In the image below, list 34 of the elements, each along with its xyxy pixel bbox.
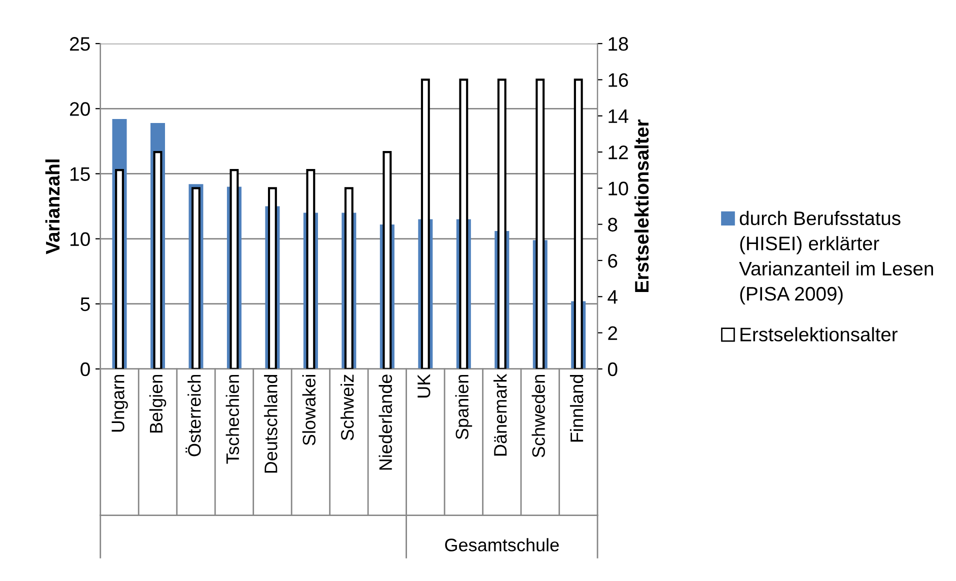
y-tick-label: 20 [70, 102, 90, 116]
y2-tick-label: 0 [608, 362, 618, 376]
x-tick-label: Finnland [570, 374, 584, 442]
y-tick-label: 0 [80, 362, 90, 376]
x-tick-label: Schweden [532, 374, 545, 458]
x-tick-label: Dänemark [493, 374, 507, 456]
x-tick-label: Deutschland [264, 374, 278, 473]
x-tick-label: Tschechien [226, 374, 240, 464]
y-tick-label: 10 [70, 232, 90, 246]
y2-tick-label: 18 [608, 37, 628, 51]
y-tick-label: 5 [80, 298, 90, 312]
x-tick-label: Österreich [186, 374, 201, 456]
y2-tick-label: 16 [608, 73, 628, 87]
x-tick-label: Slowakei [302, 375, 316, 446]
y-axis-title: Varianzahl [45, 160, 60, 254]
y2-tick-label: 6 [608, 254, 618, 268]
y2-tick-label: 2 [608, 326, 618, 340]
legend-label: durch Berufsstatus (HISEI) erklärter Varianzanteil im Lesen (PISA 2009) [739, 210, 934, 305]
y2-tick-label: 4 [608, 290, 618, 304]
x-tick-label: Spanien [455, 374, 472, 440]
y-tick-label: 25 [70, 37, 90, 51]
x-tick-label: Schweiz [340, 374, 354, 440]
x-tick-label: Niederlande [378, 374, 392, 470]
legend-label: Erstselektionsalter [740, 327, 898, 342]
text: Gesamtschule [445, 538, 559, 552]
y2-tick-label: 12 [608, 145, 628, 160]
y2-axis-title: Erstselektionsalter [634, 120, 649, 292]
x-tick-label: Belgien [149, 374, 166, 433]
y2-tick-label: 14 [608, 110, 628, 123]
y2-tick-label: 8 [608, 218, 618, 232]
y2-tick-label: 10 [608, 182, 628, 196]
y-tick-label: 15 [70, 167, 90, 181]
x-tick-label: UK [418, 374, 430, 398]
x-tick-label: Ungarn [112, 374, 128, 432]
